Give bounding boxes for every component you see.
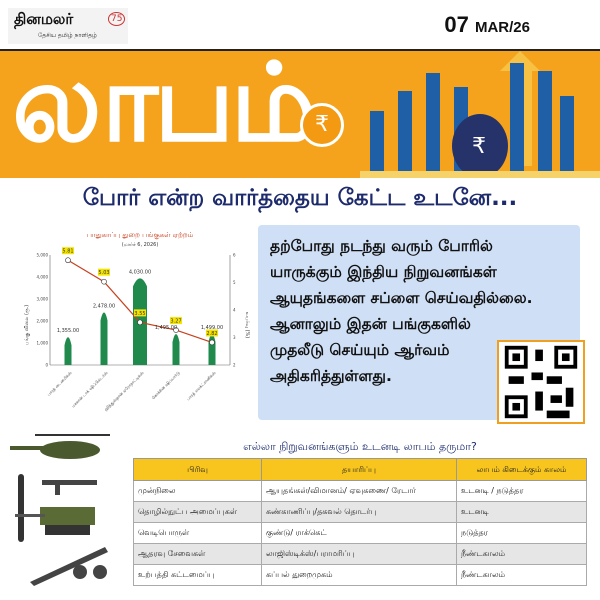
bar	[100, 312, 108, 365]
bar	[172, 334, 180, 365]
growth-value-label: 3.27	[170, 319, 181, 325]
bar-value-label: 1,355.00	[57, 328, 79, 334]
y-tick-label: 4,000	[37, 275, 49, 280]
bar	[208, 334, 216, 365]
growth-point	[209, 339, 215, 346]
qr-code[interactable]	[497, 340, 585, 424]
growth-value-label: 5.81	[62, 249, 73, 255]
y2-tick-label: 5	[233, 280, 236, 285]
y-axis-label: பங்கு விலை (ரூ.)	[24, 305, 30, 345]
table-cell: ஆதரவு சேவைகள்	[133, 543, 262, 565]
y2-tick-label: 3	[233, 335, 236, 340]
x-tick-label: ஹிந்துஸ்தான் ஏரோநாட்டிக்ஸ்	[103, 370, 146, 413]
rupee-coin-icon: ₹	[300, 103, 344, 147]
anniversary-badge: 75	[108, 12, 126, 26]
table-row: ஆதரவு சேவைகள் லாஜிஸ்டிக்ஸ்/பராமரிப்பு நீண்…	[133, 543, 587, 565]
table-title: எல்லா நிறுவனங்களும் உடனடி லாபம் தருமா?	[243, 440, 477, 453]
y2-tick-label: 6	[233, 253, 236, 258]
table-cell: குண்டு/ ராக்கெட்	[261, 522, 457, 544]
table-row: உற்பத்தி கட்டமைப்பு கப்பல் துறைமுகம் நீண்ட…	[133, 564, 587, 586]
table-cell: உடனடி	[456, 501, 587, 523]
info-line: யாருக்கும் இந்திய நிறுவனங்கள்	[270, 263, 497, 281]
table-row: தொழில்நுட்ப அமைப்புகள் கண்காணிப்பு/தகவல் …	[133, 501, 587, 523]
info-line: தற்போது நடந்து வரும் போரில்	[270, 237, 493, 255]
growth-point	[173, 327, 179, 333]
table-cell: நீண்டகாலம்	[456, 564, 587, 586]
missile-icon	[18, 474, 24, 542]
bar-value-label: 1,499.00	[201, 325, 223, 331]
table-row: வெடிபொருள் குண்டு/ ராக்கெட் நடுத்தர	[133, 522, 587, 544]
dinamalar-logo: தினமலர் தேசிய தமிழ் நாளிதழ் 75	[8, 8, 128, 44]
info-line: ஆனாலும் இதன் பங்குகளில்	[270, 315, 471, 333]
table-cell: வெடிபொருள்	[133, 522, 262, 544]
svg-text:₹: ₹	[472, 134, 486, 159]
growth-label-bg	[206, 329, 218, 337]
logo-tagline: தேசிய தமிழ் நாளிதழ்	[38, 32, 97, 39]
table-cell: கண்காணிப்பு/தகவல் தொடர்பு	[261, 501, 457, 523]
growth-label-bg	[98, 268, 110, 276]
chart-subtitle: (மார்ச் 6, 2026)	[122, 242, 159, 248]
table-cell: உற்பத்தி கட்டமைப்பு	[133, 564, 262, 586]
table-cell: தொழில்நுட்ப அமைப்புகள்	[133, 501, 262, 523]
info-line: ஆயுதங்களை சப்ளை செய்வதில்லை.	[270, 289, 533, 307]
growth-point	[137, 319, 143, 326]
issue-date: 07 MAR/26	[444, 12, 530, 38]
tank-icon	[15, 507, 95, 535]
banner: லாபம் ₹ ₹	[0, 51, 600, 178]
weapons-illustration	[10, 434, 110, 586]
table-row: முன்நிலை ஆயுதங்கள்/விமானம்/ ஏவுகணை/ ரேடார…	[133, 480, 587, 502]
column-header: தயாரிப்பு	[261, 458, 457, 481]
growth-value-label: 5.03	[98, 270, 109, 276]
banner-title: லாபம்	[12, 51, 317, 166]
x-tick-label: பாரத் எலக்ட்ரானிக்ஸ்	[186, 370, 218, 402]
table-cell: நீண்டகாலம்	[456, 543, 587, 565]
growth-point	[65, 257, 71, 264]
info-line: முதலீடு செய்யும் ஆர்வம்	[270, 341, 450, 359]
defence-stocks-chart: பாதுகாப்பு துறை பங்குகள் ஏற்றம் (மார்ச் …	[24, 231, 250, 413]
table-cell: கப்பல் துறைமுகம்	[261, 564, 457, 586]
info-line: அதிகரித்துள்ளது.	[270, 367, 392, 385]
date-month-year: MAR/26	[474, 19, 530, 36]
helicopter-icon	[10, 434, 110, 459]
logo-text: தினமலர்	[14, 10, 74, 28]
x-tick-label: மசகான் டாக் ஷிப்பில்டர்ஸ்	[70, 370, 109, 409]
x-tick-label: பாரத் டைனமிக்ஸ்	[46, 370, 73, 397]
column-header: லாபம் கிடைக்கும் காலம்	[456, 458, 587, 481]
x-tick-label: கொச்சின் ஷிப்யார்டு	[151, 370, 181, 400]
rifle-icon	[42, 480, 97, 495]
table-cell: நடுத்தர	[456, 522, 587, 544]
artillery-gun-icon	[30, 547, 108, 586]
y2-tick-label: 2	[233, 363, 236, 368]
bar-value-label: 1,495.00	[155, 325, 177, 331]
table-cell: லாஜிஸ்டிக்ஸ்/பராமரிப்பு	[261, 543, 457, 565]
table-cell: ஆயுதங்கள்/விமானம்/ ஏவுகணை/ ரேடார்	[261, 480, 457, 502]
header-divider	[0, 49, 600, 51]
growth-label-bg	[170, 317, 182, 325]
growth-label-bg	[134, 309, 146, 317]
y-tick-label: 2,000	[37, 319, 49, 324]
table-cell: முன்நிலை	[133, 480, 262, 502]
headline: போர் என்ற வார்த்தைய கேட்ட உடனே...	[82, 185, 518, 211]
date-day: 07	[444, 12, 469, 37]
chart-title: பாதுகாப்பு துறை பங்குகள் ஏற்றம்	[87, 231, 194, 241]
bar	[64, 337, 72, 365]
y-tick-label: 3,000	[37, 297, 49, 302]
y2-tick-label: 4	[233, 308, 236, 313]
bar-value-label: 4,030.00	[129, 269, 151, 275]
y-tick-label: 5,000	[37, 253, 49, 258]
y-tick-label: 1,000	[37, 341, 49, 346]
table-header-row: பிரிவு தயாரிப்பு லாபம் கிடைக்கும் காலம்	[133, 458, 587, 481]
growth-value-label: 3.55	[134, 311, 145, 317]
table-cell: உடனடி / நடுத்தர	[456, 480, 587, 502]
y2-axis-label: உயர்வு (%)	[244, 312, 250, 339]
growth-point	[101, 278, 107, 285]
y-tick-label: 0	[45, 363, 48, 368]
column-header: பிரிவு	[133, 458, 262, 481]
sector-profit-table: பிரிவு தயாரிப்பு லாபம் கிடைக்கும் காலம் …	[133, 458, 587, 586]
growth-value-label: 2.82	[206, 331, 217, 337]
growth-bars-illustration: ₹	[360, 51, 600, 178]
growth-label-bg	[62, 247, 74, 255]
bar-value-label: 2,478.00	[93, 303, 115, 309]
